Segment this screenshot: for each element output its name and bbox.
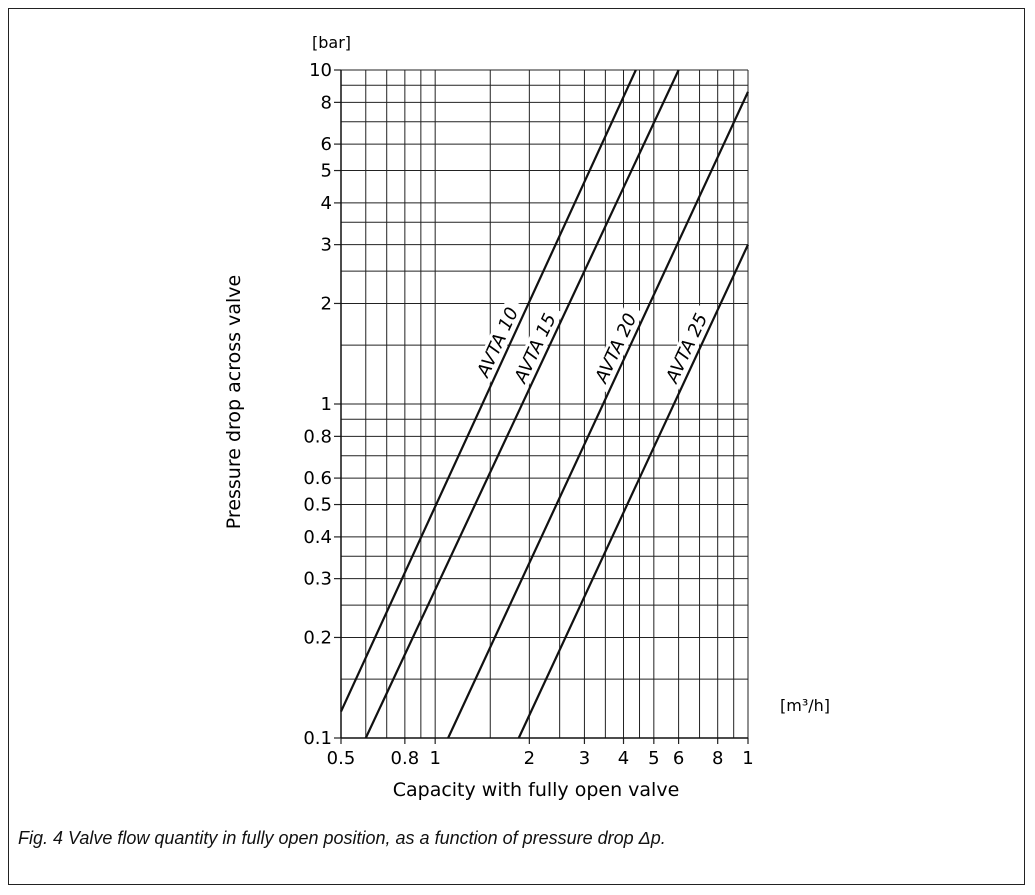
y-tick-label: 8 (321, 92, 332, 113)
y-tick-label: 0.5 (303, 495, 332, 516)
x-axis-title: Capacity with fully open valve (393, 779, 680, 801)
y-tick-label: 3 (321, 235, 332, 256)
y-tick-label: 5 (321, 161, 332, 182)
x-tick-label: 1 (429, 748, 440, 769)
y-tick-label: 6 (321, 134, 332, 155)
x-tick-label: 6 (673, 748, 684, 769)
y-tick-label: 0.3 (303, 569, 332, 590)
grid-layer (340, 69, 749, 739)
y-unit-label: [bar] (312, 33, 351, 52)
y-tick-label: 0.4 (303, 527, 332, 548)
y-tick-label: 1 (321, 394, 332, 415)
y-tick-label: 0.2 (303, 627, 332, 648)
figure-caption: Fig. 4 Valve flow quantity in fully open… (18, 828, 666, 848)
x-tick-label: 1 (742, 748, 753, 769)
x-tick-label: 8 (712, 748, 723, 769)
x-tick-label: 0.5 (327, 748, 356, 769)
series-label-group: AVTA 25 (659, 303, 715, 393)
series-line-3 (447, 91, 749, 739)
y-tick-label: 10 (309, 60, 332, 81)
y-axis-title: Pressure drop across valve (223, 275, 245, 529)
series-label-group: AVTA 20 (588, 303, 644, 393)
x-tick-label: 2 (524, 748, 535, 769)
y-tick-label: 2 (321, 293, 332, 314)
series-label-backdrop (507, 303, 563, 393)
series-label-backdrop (659, 303, 715, 393)
series-line-2 (364, 69, 680, 739)
x-tick-label: 3 (579, 748, 590, 769)
y-tick-label: 4 (321, 193, 332, 214)
x-unit-label: [m³/h] (780, 696, 830, 715)
y-tick-label: 0.6 (303, 468, 332, 489)
y-tick-label: 0.1 (303, 728, 332, 749)
x-tick-label: 0.8 (391, 748, 420, 769)
y-tick-label: 0.8 (303, 426, 332, 447)
x-tick-label: 4 (618, 748, 629, 769)
x-tick-label: 5 (648, 748, 659, 769)
series-line-1 (340, 69, 637, 713)
series-label-backdrop (588, 303, 644, 393)
figure-frame (8, 8, 1025, 885)
series-label-backdrop (470, 297, 526, 387)
series-line-4 (517, 244, 749, 739)
